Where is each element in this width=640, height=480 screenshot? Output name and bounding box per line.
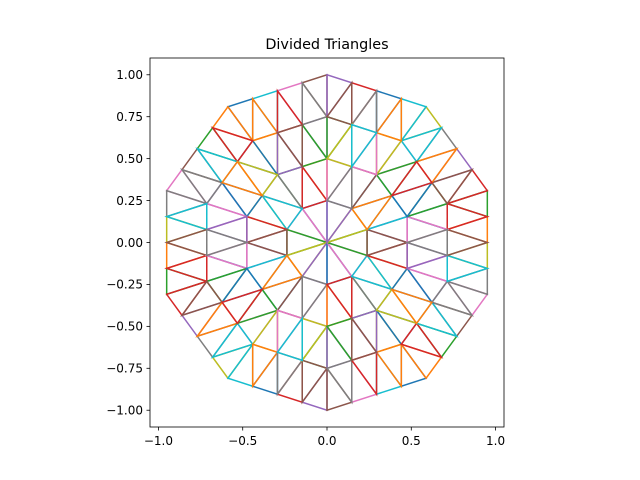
- chart-title: Divided Triangles: [265, 37, 388, 53]
- triangle-line: [180, 280, 224, 317]
- triangle-line: [301, 164, 329, 210]
- triangle-line: [350, 194, 394, 231]
- y-axis: −1.00 −0.75 −0.50 −0.25 0.00 0.25 0.50 0.75 1.00: [106, 68, 150, 418]
- x-tick-label: 0.5: [402, 434, 421, 448]
- triangle-line: [351, 123, 378, 169]
- triangle-line: [366, 228, 410, 257]
- triangle-line: [350, 254, 394, 291]
- triangle-line: [221, 287, 265, 325]
- triangle-edges: [164, 73, 490, 412]
- triangle-line: [180, 168, 224, 205]
- triangle-line: [276, 123, 304, 169]
- x-tick-label: −0.5: [228, 434, 257, 448]
- triangle-line: [325, 164, 353, 210]
- triangle-line: [400, 322, 444, 359]
- x-axis: −1.0 −0.5 0.0 0.5 1.0: [144, 427, 505, 448]
- triangle-line: [375, 343, 403, 389]
- triangle-line: [350, 316, 378, 362]
- y-tick-label: 0.75: [116, 110, 143, 124]
- y-tick-label: −0.25: [106, 278, 143, 292]
- triangle-line: [260, 194, 304, 231]
- triangle-line: [301, 359, 329, 405]
- triangle-line: [430, 280, 474, 317]
- y-tick-label: −1.00: [106, 404, 143, 418]
- triangle-line: [404, 228, 449, 257]
- triangle-line: [301, 275, 329, 321]
- triangle-line: [389, 160, 433, 198]
- triangle-line: [400, 126, 444, 163]
- triangle-line: [164, 202, 208, 231]
- y-tick-label: 0.25: [116, 194, 143, 208]
- triangle-line: [325, 275, 353, 321]
- triangle-line: [244, 228, 288, 257]
- triangle-line: [251, 343, 279, 389]
- triangle-line: [220, 160, 265, 198]
- x-tick-label: 1.0: [486, 434, 505, 448]
- y-tick-label: 0.50: [116, 152, 143, 166]
- x-tick-label: −1.0: [144, 434, 173, 448]
- x-tick-label: 0.0: [317, 434, 336, 448]
- triangle-line: [164, 254, 208, 283]
- triangle-line: [260, 254, 304, 291]
- triangle-line: [251, 96, 279, 142]
- triangle-line: [375, 96, 403, 142]
- y-tick-label: 1.00: [116, 68, 143, 82]
- triangle-line: [446, 254, 490, 283]
- triangle-line: [389, 287, 434, 325]
- triangle-line: [276, 316, 303, 362]
- y-tick-label: −0.75: [106, 362, 143, 376]
- y-tick-label: −0.50: [106, 320, 143, 334]
- triangle-line: [430, 168, 474, 205]
- y-tick-label: 0.00: [116, 236, 143, 250]
- triangle-line: [446, 202, 490, 231]
- triangle-line: [210, 322, 254, 359]
- triangle-line: [325, 359, 353, 405]
- triangle-line: [301, 80, 329, 126]
- triangle-line: [205, 228, 250, 257]
- triangle-line: [210, 126, 254, 163]
- triangle-line: [325, 80, 353, 126]
